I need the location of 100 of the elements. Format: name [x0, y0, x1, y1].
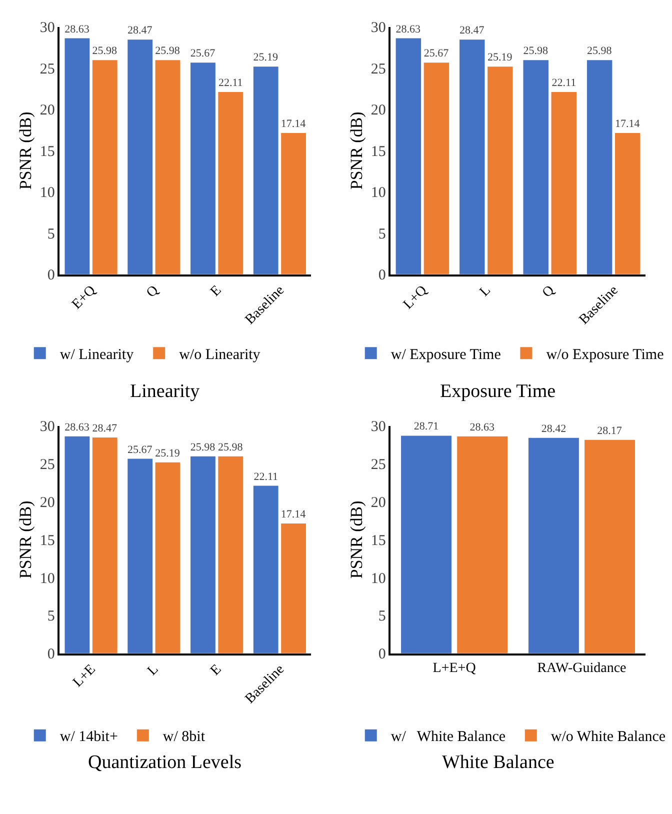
bar [128, 40, 153, 274]
x-tick-label: E+Q [69, 283, 99, 312]
bar [190, 62, 216, 274]
x-tick-label: RAW-Guidance [537, 660, 626, 676]
bar [488, 66, 513, 274]
y-tick-label: 20 [40, 495, 55, 512]
bar [92, 60, 118, 274]
y-axis-title: PSNR (dB) [16, 500, 35, 579]
data-label: 25.67 [190, 48, 216, 60]
bar [64, 436, 90, 654]
y-tick-label: 15 [370, 532, 386, 549]
bar [128, 458, 153, 654]
bar [92, 438, 118, 654]
bar [396, 38, 422, 274]
bar [253, 66, 278, 274]
bar [64, 38, 90, 274]
bar [218, 456, 244, 654]
legend-label: w/ Exposure Time [390, 346, 502, 363]
data-label: 25.19 [253, 52, 278, 64]
data-label: 25.67 [127, 444, 153, 456]
data-label: 28.71 [414, 420, 439, 433]
data-label: 25.98 [523, 45, 548, 58]
y-tick-label: 20 [370, 495, 386, 512]
y-tick-label: 25 [370, 457, 386, 474]
bar [523, 60, 548, 274]
data-label: 25.98 [155, 45, 180, 58]
bar [551, 92, 577, 274]
bar [281, 132, 306, 274]
y-tick-label: 10 [40, 570, 55, 587]
y-tick-label: 25 [40, 61, 55, 78]
x-tick-label: E [208, 283, 225, 300]
bar [190, 456, 216, 654]
data-label: 17.14 [614, 118, 640, 130]
data-label: 22.11 [552, 77, 576, 90]
legend-label: w/o White Balance [550, 729, 666, 746]
data-label: 28.47 [92, 422, 118, 435]
data-label: 25.98 [218, 441, 244, 454]
data-label: 22.11 [254, 470, 278, 483]
y-axis-title: PSNR (dB) [16, 112, 35, 190]
data-label: 25.19 [155, 447, 180, 460]
bar [155, 60, 180, 274]
bar [460, 40, 485, 274]
legend-label: w/o Exposure Time [546, 346, 664, 363]
data-label: 28.63 [64, 23, 90, 36]
y-tick-label: 15 [40, 532, 55, 549]
y-axis-title: PSNR (dB) [346, 112, 366, 190]
legend-label: w/ 14bit+ [60, 729, 118, 746]
bar [614, 132, 640, 274]
x-tick-label: L [477, 283, 494, 300]
y-tick-label: 5 [47, 608, 55, 625]
bar [281, 523, 306, 654]
y-tick-label: 0 [378, 268, 386, 284]
x-tick-label: L+Q [400, 283, 430, 312]
data-label: 28.42 [541, 422, 566, 435]
x-tick-label: L+E+Q [432, 660, 476, 676]
legend-label: w/o Linearity [179, 346, 261, 363]
y-tick-label: 15 [40, 144, 55, 160]
data-label: 28.47 [460, 24, 485, 37]
y-tick-label: 30 [40, 419, 55, 436]
y-tick-label: 30 [370, 419, 386, 436]
y-tick-label: 0 [47, 268, 55, 284]
y-tick-label: 20 [370, 102, 386, 119]
x-tick-label: Q [540, 283, 558, 301]
bar [253, 486, 278, 654]
text: Exposure Time [440, 381, 556, 402]
data-label: 25.67 [424, 48, 450, 60]
y-tick-label: 30 [370, 20, 386, 36]
legend-label: w/ White Balance [390, 729, 506, 746]
data-label: 28.63 [470, 421, 495, 434]
text: Quantization Levels [88, 752, 242, 773]
y-tick-label: 5 [47, 226, 55, 242]
y-tick-label: 5 [378, 608, 386, 625]
data-label: 25.98 [190, 441, 216, 454]
y-tick-label: 10 [370, 185, 386, 202]
data-label: 28.47 [127, 24, 153, 37]
bar [218, 92, 244, 274]
y-axis-title: PSNR (dB) [346, 500, 366, 579]
data-label: 28.17 [597, 424, 622, 437]
x-tick-label: E [208, 662, 225, 679]
y-tick-label: 25 [370, 61, 386, 78]
y-tick-label: 20 [40, 102, 55, 119]
data-label: 25.98 [92, 45, 118, 58]
data-label: 17.14 [280, 118, 306, 130]
x-tick-label: Q [144, 283, 162, 301]
y-tick-label: 25 [40, 457, 55, 474]
y-tick-label: 30 [40, 20, 55, 36]
data-label: 28.63 [396, 23, 422, 36]
y-tick-label: 10 [370, 570, 386, 587]
x-tick-label: L [145, 662, 162, 679]
bar [155, 462, 180, 654]
y-tick-label: 0 [378, 646, 386, 663]
bar [586, 60, 612, 274]
legend-label: w/ Linearity [60, 346, 134, 363]
data-label: 25.98 [586, 45, 612, 58]
bar [424, 62, 450, 274]
data-label: 17.14 [280, 508, 306, 520]
x-tick-label: L+E [70, 662, 99, 690]
data-label: 25.19 [488, 52, 513, 64]
y-tick-label: 15 [370, 144, 386, 160]
y-tick-label: 0 [47, 646, 55, 663]
